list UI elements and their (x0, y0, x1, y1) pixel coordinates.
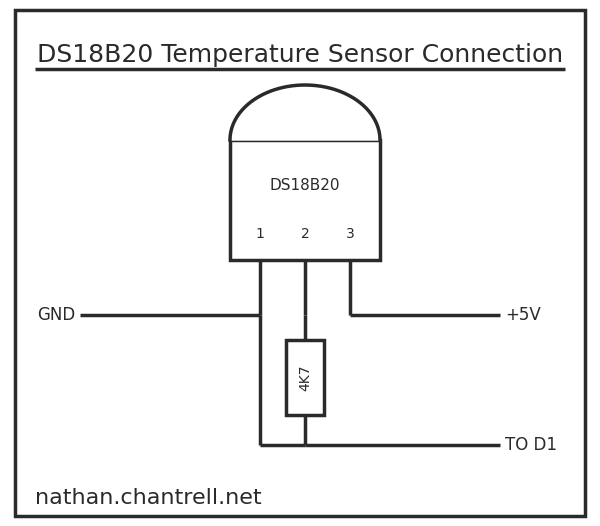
Text: DS18B20 Temperature Sensor Connection: DS18B20 Temperature Sensor Connection (37, 43, 563, 67)
Text: GND: GND (37, 306, 75, 324)
Text: 3: 3 (346, 227, 355, 240)
Text: +5V: +5V (505, 306, 541, 324)
Text: DS18B20: DS18B20 (270, 178, 340, 193)
Text: TO D1: TO D1 (505, 436, 557, 454)
Text: 4K7: 4K7 (298, 364, 312, 391)
Text: 1: 1 (256, 227, 265, 240)
Text: 2: 2 (301, 227, 310, 240)
Text: nathan.chantrell.net: nathan.chantrell.net (35, 488, 262, 508)
Bar (230, 140, 380, 260)
Bar (286, 340, 324, 415)
Polygon shape (230, 85, 380, 140)
